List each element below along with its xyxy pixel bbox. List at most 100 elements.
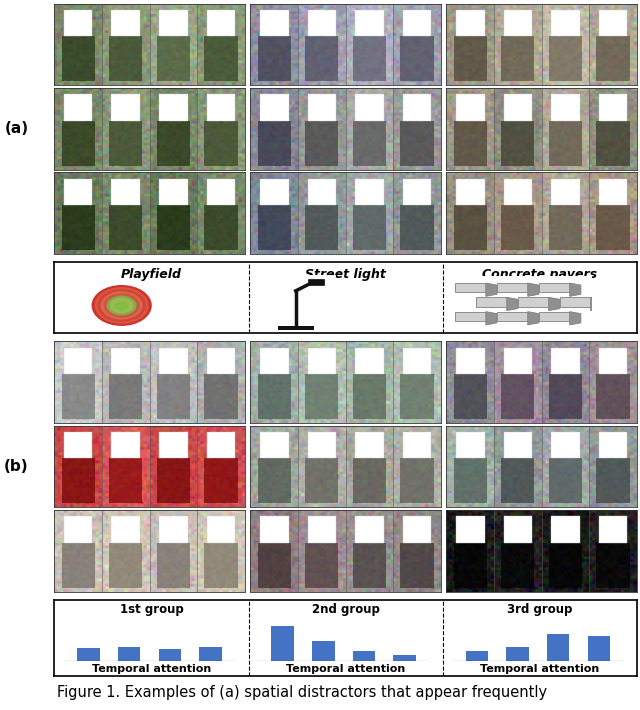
- Bar: [159, 348, 188, 374]
- Bar: [109, 205, 143, 250]
- Bar: [547, 634, 570, 662]
- Bar: [599, 10, 627, 36]
- Bar: [207, 432, 236, 458]
- Bar: [111, 10, 140, 36]
- Bar: [548, 205, 582, 250]
- Bar: [599, 179, 627, 205]
- Bar: [599, 516, 627, 542]
- Polygon shape: [455, 283, 486, 293]
- Bar: [111, 179, 140, 205]
- Polygon shape: [486, 283, 497, 296]
- Bar: [157, 542, 190, 588]
- Bar: [308, 10, 336, 36]
- Bar: [312, 640, 335, 662]
- Bar: [551, 94, 580, 121]
- Bar: [308, 94, 336, 121]
- Bar: [454, 374, 487, 419]
- Bar: [551, 10, 580, 36]
- Bar: [61, 542, 95, 588]
- Polygon shape: [486, 312, 497, 325]
- Bar: [305, 205, 339, 250]
- Text: Temporal attention: Temporal attention: [480, 664, 599, 674]
- Polygon shape: [455, 312, 486, 321]
- Bar: [596, 36, 630, 82]
- Bar: [456, 10, 484, 36]
- Bar: [257, 121, 291, 165]
- Bar: [159, 94, 188, 121]
- Text: Figure 1. Examples of (a) spatial distractors that appear frequently: Figure 1. Examples of (a) spatial distra…: [58, 685, 547, 700]
- Bar: [308, 432, 336, 458]
- Bar: [257, 205, 291, 250]
- Bar: [501, 121, 534, 165]
- Bar: [501, 458, 534, 503]
- Bar: [111, 432, 140, 458]
- Bar: [61, 121, 95, 165]
- Bar: [599, 432, 627, 458]
- Bar: [353, 121, 386, 165]
- Bar: [400, 458, 434, 503]
- Bar: [504, 179, 532, 205]
- Bar: [260, 179, 289, 205]
- Bar: [403, 516, 431, 542]
- Bar: [308, 516, 336, 542]
- Bar: [308, 348, 336, 374]
- Bar: [159, 432, 188, 458]
- Bar: [548, 36, 582, 82]
- Bar: [454, 36, 487, 82]
- Bar: [501, 36, 534, 82]
- Ellipse shape: [95, 287, 148, 324]
- Bar: [599, 94, 627, 121]
- Text: (a): (a): [4, 121, 29, 136]
- Bar: [506, 647, 529, 662]
- Bar: [109, 374, 143, 419]
- Bar: [207, 179, 236, 205]
- Bar: [353, 205, 386, 250]
- Bar: [159, 650, 181, 662]
- Polygon shape: [560, 297, 591, 307]
- Bar: [260, 516, 289, 542]
- Text: Temporal attention: Temporal attention: [92, 664, 211, 674]
- Bar: [596, 205, 630, 250]
- Bar: [111, 94, 140, 121]
- Bar: [456, 179, 484, 205]
- Bar: [353, 542, 386, 588]
- Bar: [548, 458, 582, 503]
- Bar: [157, 205, 190, 250]
- Bar: [207, 94, 236, 121]
- Bar: [454, 121, 487, 165]
- Bar: [355, 94, 383, 121]
- Bar: [204, 121, 237, 165]
- Bar: [353, 458, 386, 503]
- Bar: [504, 348, 532, 374]
- Polygon shape: [497, 312, 528, 321]
- Bar: [548, 374, 582, 419]
- Bar: [355, 10, 383, 36]
- Bar: [454, 458, 487, 503]
- Bar: [204, 36, 237, 82]
- Bar: [548, 542, 582, 588]
- Bar: [353, 36, 386, 82]
- Polygon shape: [570, 312, 581, 325]
- Bar: [64, 94, 92, 121]
- Bar: [257, 542, 291, 588]
- Bar: [61, 36, 95, 82]
- Bar: [403, 10, 431, 36]
- Bar: [157, 374, 190, 419]
- Bar: [400, 205, 434, 250]
- Bar: [64, 516, 92, 542]
- Bar: [159, 179, 188, 205]
- Ellipse shape: [114, 300, 129, 310]
- Bar: [159, 516, 188, 542]
- Bar: [204, 542, 237, 588]
- Bar: [551, 432, 580, 458]
- Bar: [109, 458, 143, 503]
- Text: 2nd group: 2nd group: [312, 603, 380, 616]
- Bar: [400, 121, 434, 165]
- Ellipse shape: [97, 289, 146, 322]
- Polygon shape: [548, 297, 560, 310]
- Bar: [353, 651, 375, 662]
- Bar: [596, 121, 630, 165]
- Bar: [454, 542, 487, 588]
- Bar: [207, 10, 236, 36]
- Bar: [551, 516, 580, 542]
